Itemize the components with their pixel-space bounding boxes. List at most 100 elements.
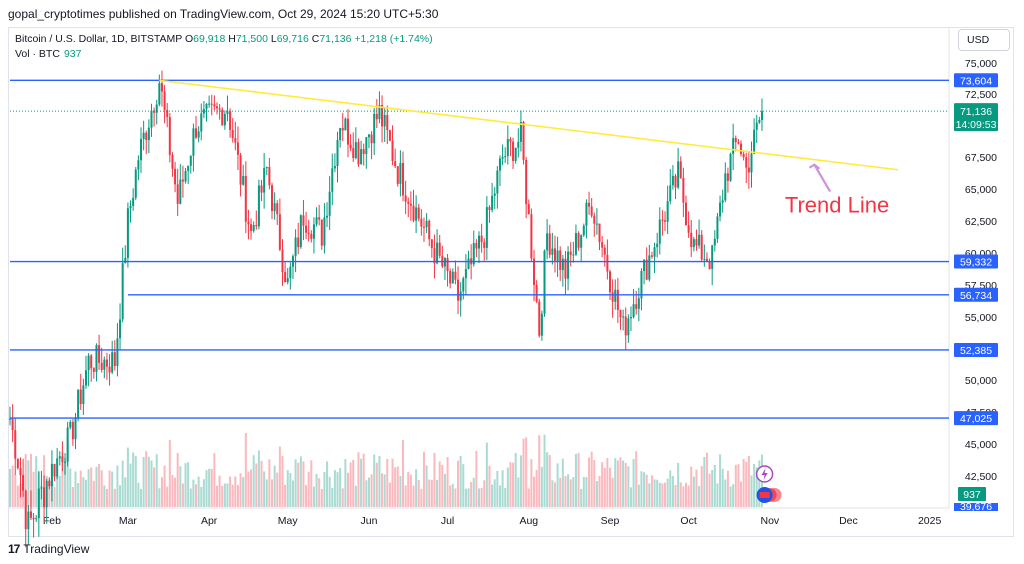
volume-bar bbox=[92, 480, 95, 507]
volume-bar bbox=[637, 484, 640, 507]
candle-body bbox=[412, 205, 415, 221]
volume-bar bbox=[391, 458, 394, 507]
candle-body bbox=[56, 458, 59, 477]
candle-body bbox=[611, 292, 614, 302]
candle-body bbox=[661, 219, 664, 221]
candle-body bbox=[574, 233, 577, 255]
candle-body bbox=[567, 251, 570, 279]
candle-body bbox=[367, 134, 370, 138]
candle-body bbox=[684, 202, 687, 226]
volume-bar bbox=[572, 477, 575, 507]
volume-bar bbox=[629, 487, 632, 507]
candle-body bbox=[126, 208, 129, 258]
currency-button[interactable]: USD bbox=[958, 29, 1010, 51]
candle-body bbox=[391, 140, 394, 162]
volume-bar bbox=[268, 459, 271, 507]
volume-bar bbox=[367, 477, 370, 507]
candle-body bbox=[236, 142, 239, 155]
candle-body bbox=[601, 242, 604, 248]
volume-bar bbox=[666, 478, 669, 507]
volume-bar bbox=[477, 488, 481, 507]
volume-bar bbox=[35, 456, 38, 507]
volume-bar bbox=[407, 471, 410, 507]
candle-body bbox=[760, 111, 763, 121]
volume-bar bbox=[318, 478, 321, 507]
candle-body bbox=[449, 270, 452, 284]
candle-body bbox=[354, 142, 357, 159]
volume-bar bbox=[747, 455, 750, 507]
volume-bar bbox=[271, 479, 274, 507]
candle-body bbox=[543, 250, 546, 314]
volume-bar bbox=[412, 485, 415, 507]
open-label: O bbox=[185, 33, 194, 45]
candle-body bbox=[284, 272, 287, 283]
volume-bar bbox=[622, 460, 625, 507]
candle-body bbox=[200, 113, 203, 132]
volume-label: Vol · BTC bbox=[15, 48, 60, 60]
candle-body bbox=[181, 179, 184, 182]
high-value: 71,500 bbox=[235, 33, 268, 45]
volume-bar bbox=[126, 447, 129, 507]
volume-bar bbox=[171, 474, 174, 507]
candle-body bbox=[622, 316, 625, 318]
volume-bar bbox=[564, 476, 567, 507]
y-tick-label-0: 75,000 bbox=[965, 58, 997, 70]
candle-body bbox=[375, 113, 378, 120]
candle-body bbox=[192, 128, 195, 156]
candle-body bbox=[124, 257, 127, 264]
candle-body bbox=[399, 162, 402, 184]
candle-body bbox=[538, 301, 541, 336]
candle-body bbox=[645, 259, 648, 280]
volume-bar bbox=[124, 477, 127, 507]
volume-bar bbox=[737, 464, 740, 507]
volume-bar bbox=[336, 472, 339, 507]
volume-bar bbox=[430, 479, 433, 507]
candle-body bbox=[111, 352, 114, 373]
volume-bar bbox=[134, 455, 137, 507]
candle-body bbox=[572, 254, 575, 256]
candle-body bbox=[14, 430, 17, 459]
candle-body bbox=[443, 258, 446, 267]
candle-body bbox=[747, 167, 750, 173]
volume-bar bbox=[643, 472, 646, 507]
candle-body bbox=[677, 161, 680, 188]
candle-body bbox=[147, 127, 150, 141]
volume-bar bbox=[548, 455, 551, 507]
chart-frame bbox=[8, 27, 1014, 537]
volume-bar bbox=[331, 487, 334, 507]
candle-body bbox=[687, 225, 690, 233]
candle-body bbox=[643, 259, 646, 271]
candle-body bbox=[163, 91, 166, 110]
volume-bar bbox=[409, 474, 412, 507]
candle-body bbox=[656, 243, 659, 248]
candle-body bbox=[519, 122, 522, 142]
candle-body bbox=[119, 319, 122, 339]
volume-bar bbox=[677, 462, 680, 507]
candle-body bbox=[664, 220, 667, 222]
candle-body bbox=[653, 247, 656, 257]
candle-body bbox=[540, 313, 543, 336]
candle-body bbox=[514, 147, 517, 161]
volume-bar bbox=[533, 476, 536, 507]
volume-bar bbox=[29, 453, 32, 507]
candle-body bbox=[260, 185, 263, 193]
candle-body bbox=[205, 103, 208, 110]
high-label: H bbox=[228, 33, 236, 45]
candle-body bbox=[475, 243, 478, 249]
annotation-arrow-head bbox=[808, 163, 821, 170]
volume-bar bbox=[168, 440, 171, 507]
candle-body bbox=[598, 223, 601, 243]
candle-body bbox=[223, 113, 226, 126]
volume-bar bbox=[184, 463, 187, 507]
candle-body bbox=[61, 456, 64, 463]
candle-body bbox=[58, 456, 61, 459]
candle-body bbox=[132, 197, 135, 206]
candle-body bbox=[648, 255, 651, 280]
volume-bar bbox=[139, 488, 143, 507]
volume-bar bbox=[119, 485, 122, 507]
candle-body bbox=[381, 105, 384, 127]
volume-bar bbox=[716, 483, 719, 507]
volume-bar bbox=[580, 488, 583, 507]
volume-bar bbox=[485, 442, 488, 507]
